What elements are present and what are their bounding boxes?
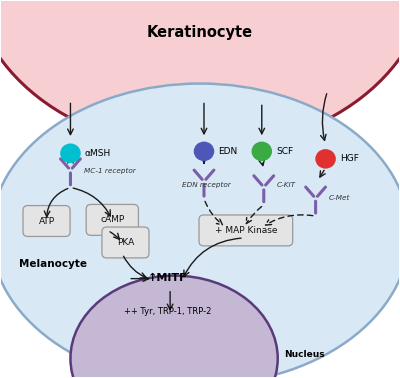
Circle shape: [194, 142, 214, 160]
Text: Melanocyte: Melanocyte: [19, 259, 87, 269]
Text: C-KIT: C-KIT: [276, 182, 296, 188]
Circle shape: [252, 142, 271, 160]
Text: C-Met: C-Met: [328, 195, 350, 201]
Text: HGF: HGF: [340, 154, 359, 163]
FancyBboxPatch shape: [86, 204, 138, 235]
Text: MC-1 receptor: MC-1 receptor: [84, 168, 136, 174]
Text: EDN: EDN: [218, 147, 238, 156]
Ellipse shape: [70, 276, 278, 378]
Text: cAMP: cAMP: [100, 215, 124, 225]
Text: ↑MITF: ↑MITF: [148, 273, 188, 282]
FancyBboxPatch shape: [199, 215, 293, 246]
Text: + MAP Kinase: + MAP Kinase: [214, 226, 277, 235]
Text: Keratinocyte: Keratinocyte: [147, 25, 253, 40]
Ellipse shape: [0, 0, 400, 149]
FancyBboxPatch shape: [23, 206, 70, 237]
Text: PKA: PKA: [117, 238, 134, 247]
Text: ++ Tyr, TRP-1, TRP-2: ++ Tyr, TRP-1, TRP-2: [124, 307, 212, 316]
Text: Nucleus: Nucleus: [284, 350, 324, 359]
Text: EDN receptor: EDN receptor: [182, 182, 231, 188]
Ellipse shape: [0, 84, 400, 378]
Text: SCF: SCF: [276, 147, 293, 156]
Text: αMSH: αMSH: [85, 149, 111, 158]
FancyBboxPatch shape: [102, 227, 149, 258]
Circle shape: [316, 150, 335, 168]
Circle shape: [61, 144, 80, 162]
Text: ATP: ATP: [38, 217, 54, 226]
